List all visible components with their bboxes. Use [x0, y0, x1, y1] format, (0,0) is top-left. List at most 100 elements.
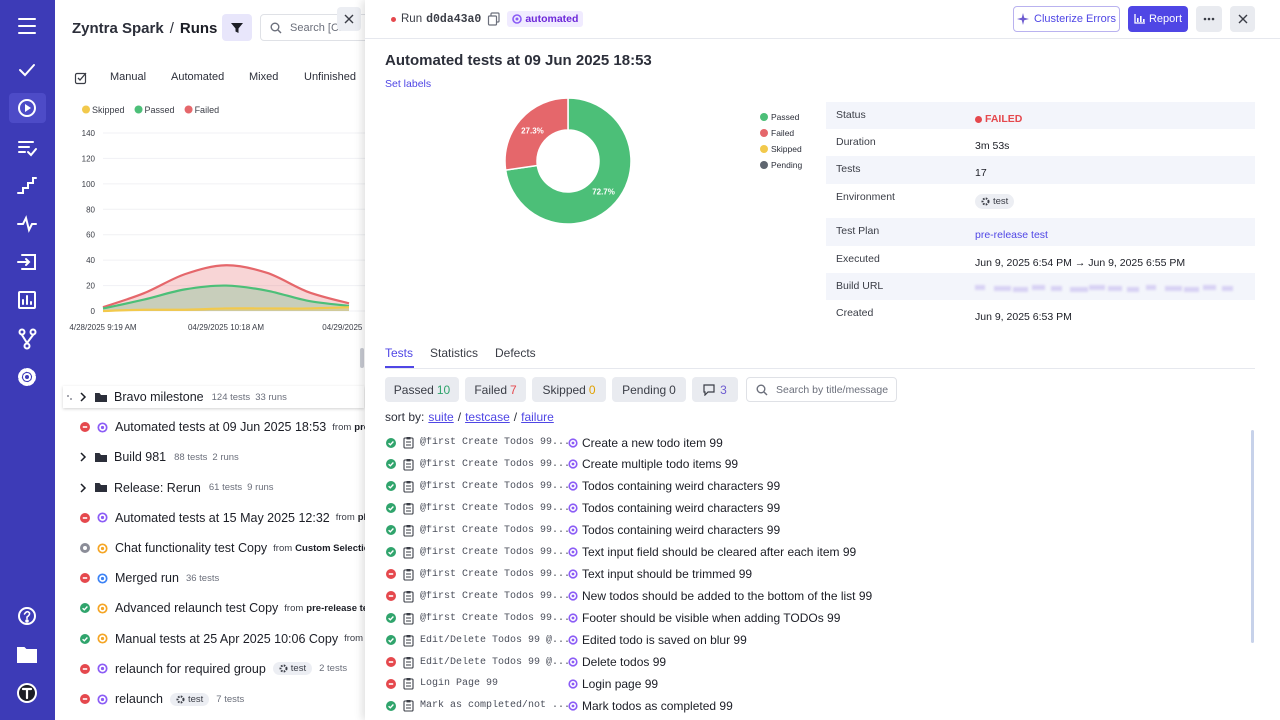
folder-row[interactable]: Bravo milestone124 tests33 runs [63, 386, 364, 408]
status-icon [80, 543, 90, 553]
result-tab[interactable]: Defects [495, 346, 536, 360]
import-icon[interactable] [18, 255, 35, 269]
run-row[interactable]: Chat functionality test CopyfromCustom S… [80, 537, 365, 559]
result-tab[interactable]: Statistics [430, 346, 478, 360]
folder-icon[interactable] [18, 648, 36, 662]
run-row[interactable]: Manual tests at 25 Apr 2025 10:06 Copyfr… [80, 628, 365, 650]
run-row[interactable]: Merged run36 tests [80, 567, 365, 589]
folder-row[interactable]: Release: Rerun61 tests9 runs [63, 477, 362, 499]
folder-icon [95, 452, 107, 463]
logo[interactable] [17, 683, 37, 703]
branch-icon[interactable] [20, 330, 36, 349]
legend-label: Pending [771, 160, 802, 170]
status-icon [386, 635, 396, 645]
run-row[interactable]: Automated tests at 15 May 2025 12:32from… [80, 507, 365, 529]
steps-icon[interactable] [18, 178, 36, 193]
gear-icon [176, 695, 185, 704]
run-row[interactable]: relaunchtest7 tests [80, 688, 365, 710]
run-title: Automated tests at 09 Jun 2025 18:53 [385, 52, 652, 69]
tag-text: test [188, 694, 203, 705]
test-suite: @first Create Todos 99... [420, 569, 568, 580]
filter-button[interactable]: Skipped0 [532, 377, 606, 402]
test-type-icon [568, 635, 578, 645]
folder-row[interactable]: Build 98188 tests2 runs [63, 446, 362, 468]
test-row[interactable]: @first Create Todos 99...Create multiple… [386, 456, 1246, 473]
close-panel-button[interactable] [1230, 6, 1255, 32]
status-dot [975, 116, 982, 123]
folder-name: Bravo milestone [114, 390, 204, 404]
test-row[interactable]: Edit/Delete Todos 99 @...Delete todos 99 [386, 654, 1246, 671]
run-status [80, 694, 90, 704]
resize-handle[interactable] [360, 348, 364, 368]
run-row[interactable]: Automated tests at 09 Jun 2025 18:53from… [80, 416, 365, 438]
test-row[interactable]: @first Create Todos 99...Todos containin… [386, 500, 1246, 517]
settings-icon[interactable] [20, 370, 34, 384]
clipboard-glyph [403, 677, 414, 690]
test-row[interactable]: @first Create Todos 99...New todos shoul… [386, 588, 1246, 605]
run-count: 9 runs [247, 482, 273, 493]
clipboard-glyph [403, 480, 414, 493]
filter-button[interactable]: Failed7 [465, 377, 526, 402]
filter-button[interactable]: Pending0 [612, 377, 686, 402]
filter-button[interactable]: 3 [692, 377, 738, 402]
run-row[interactable]: relaunch for required grouptest2 tests [80, 658, 365, 680]
pulse-icon[interactable] [18, 218, 36, 230]
type-icon [97, 694, 108, 705]
test-status [386, 657, 396, 667]
check-icon[interactable] [20, 65, 34, 75]
legend-label: Passed [771, 112, 800, 122]
run-name: Merged run [115, 571, 179, 585]
expand-chevron[interactable] [79, 392, 87, 402]
test-plan-link[interactable]: pre-release test [975, 229, 1048, 241]
status-icon [386, 547, 396, 557]
run-type [97, 603, 108, 614]
test-row[interactable]: @first Create Todos 99...Todos containin… [386, 522, 1246, 539]
run-type [97, 573, 108, 584]
status-icon [386, 503, 396, 513]
filter-button[interactable]: Passed10 [385, 377, 459, 402]
runs-chart: SkippedPassedFailed0204060801001201404/2… [55, 0, 365, 345]
run-type [97, 633, 108, 644]
report-button[interactable]: Report [1128, 6, 1188, 32]
test-row[interactable]: @first Create Todos 99...Create a new to… [386, 434, 1246, 451]
test-row[interactable]: @first Create Todos 99...Text input shou… [386, 566, 1246, 583]
help-icon[interactable] [19, 608, 35, 624]
test-search-input[interactable]: Search by title/message [746, 377, 897, 402]
menu-icon[interactable] [19, 19, 35, 33]
more-button[interactable] [1196, 6, 1222, 32]
scrollbar[interactable] [1251, 430, 1254, 643]
y-tick-label: 20 [86, 282, 95, 291]
analytics-icon[interactable] [19, 292, 35, 308]
type-icon [97, 422, 108, 433]
run-source: plan 1 [358, 512, 365, 523]
folder-name: Release: Rerun [114, 481, 201, 495]
copy-icon[interactable] [487, 12, 501, 26]
test-row[interactable]: Login Page 99Login page 99 [386, 675, 1246, 692]
suite-icon [403, 634, 414, 647]
expand-chevron[interactable] [79, 483, 87, 493]
test-row[interactable]: @first Create Todos 99...Text input fiel… [386, 544, 1246, 561]
run-row[interactable]: Advanced relaunch test Copyfrompre-relea… [80, 597, 365, 619]
test-row[interactable]: Mark as completed/not ...Mark todos as c… [386, 697, 1246, 714]
type-icon [97, 633, 108, 644]
suite-icon [403, 699, 414, 712]
status-icon [386, 569, 396, 579]
test-status [386, 635, 396, 645]
sort-option[interactable]: failure [521, 410, 554, 424]
result-tab[interactable]: Tests [385, 346, 413, 360]
expand-chevron[interactable] [79, 452, 87, 462]
sort-option[interactable]: testcase [465, 410, 510, 424]
test-row[interactable]: @first Create Todos 99...Todos containin… [386, 478, 1246, 495]
test-title: New todos should be added to the bottom … [582, 589, 872, 603]
tests-icon[interactable] [19, 142, 36, 155]
test-row[interactable]: Edit/Delete Todos 99 @...Edited todo is … [386, 632, 1246, 649]
test-row[interactable]: @first Create Todos 99...Footer should b… [386, 610, 1246, 627]
test-title: Footer should be visible when adding TOD… [582, 611, 840, 625]
y-tick-label: 140 [82, 129, 96, 138]
test-suite: @first Create Todos 99... [420, 547, 568, 558]
type-icon [97, 512, 108, 523]
sort-option[interactable]: suite [428, 410, 453, 424]
clusterize-button[interactable]: Clusterize Errors [1013, 6, 1120, 32]
test-suite: @first Create Todos 99... [420, 481, 568, 492]
